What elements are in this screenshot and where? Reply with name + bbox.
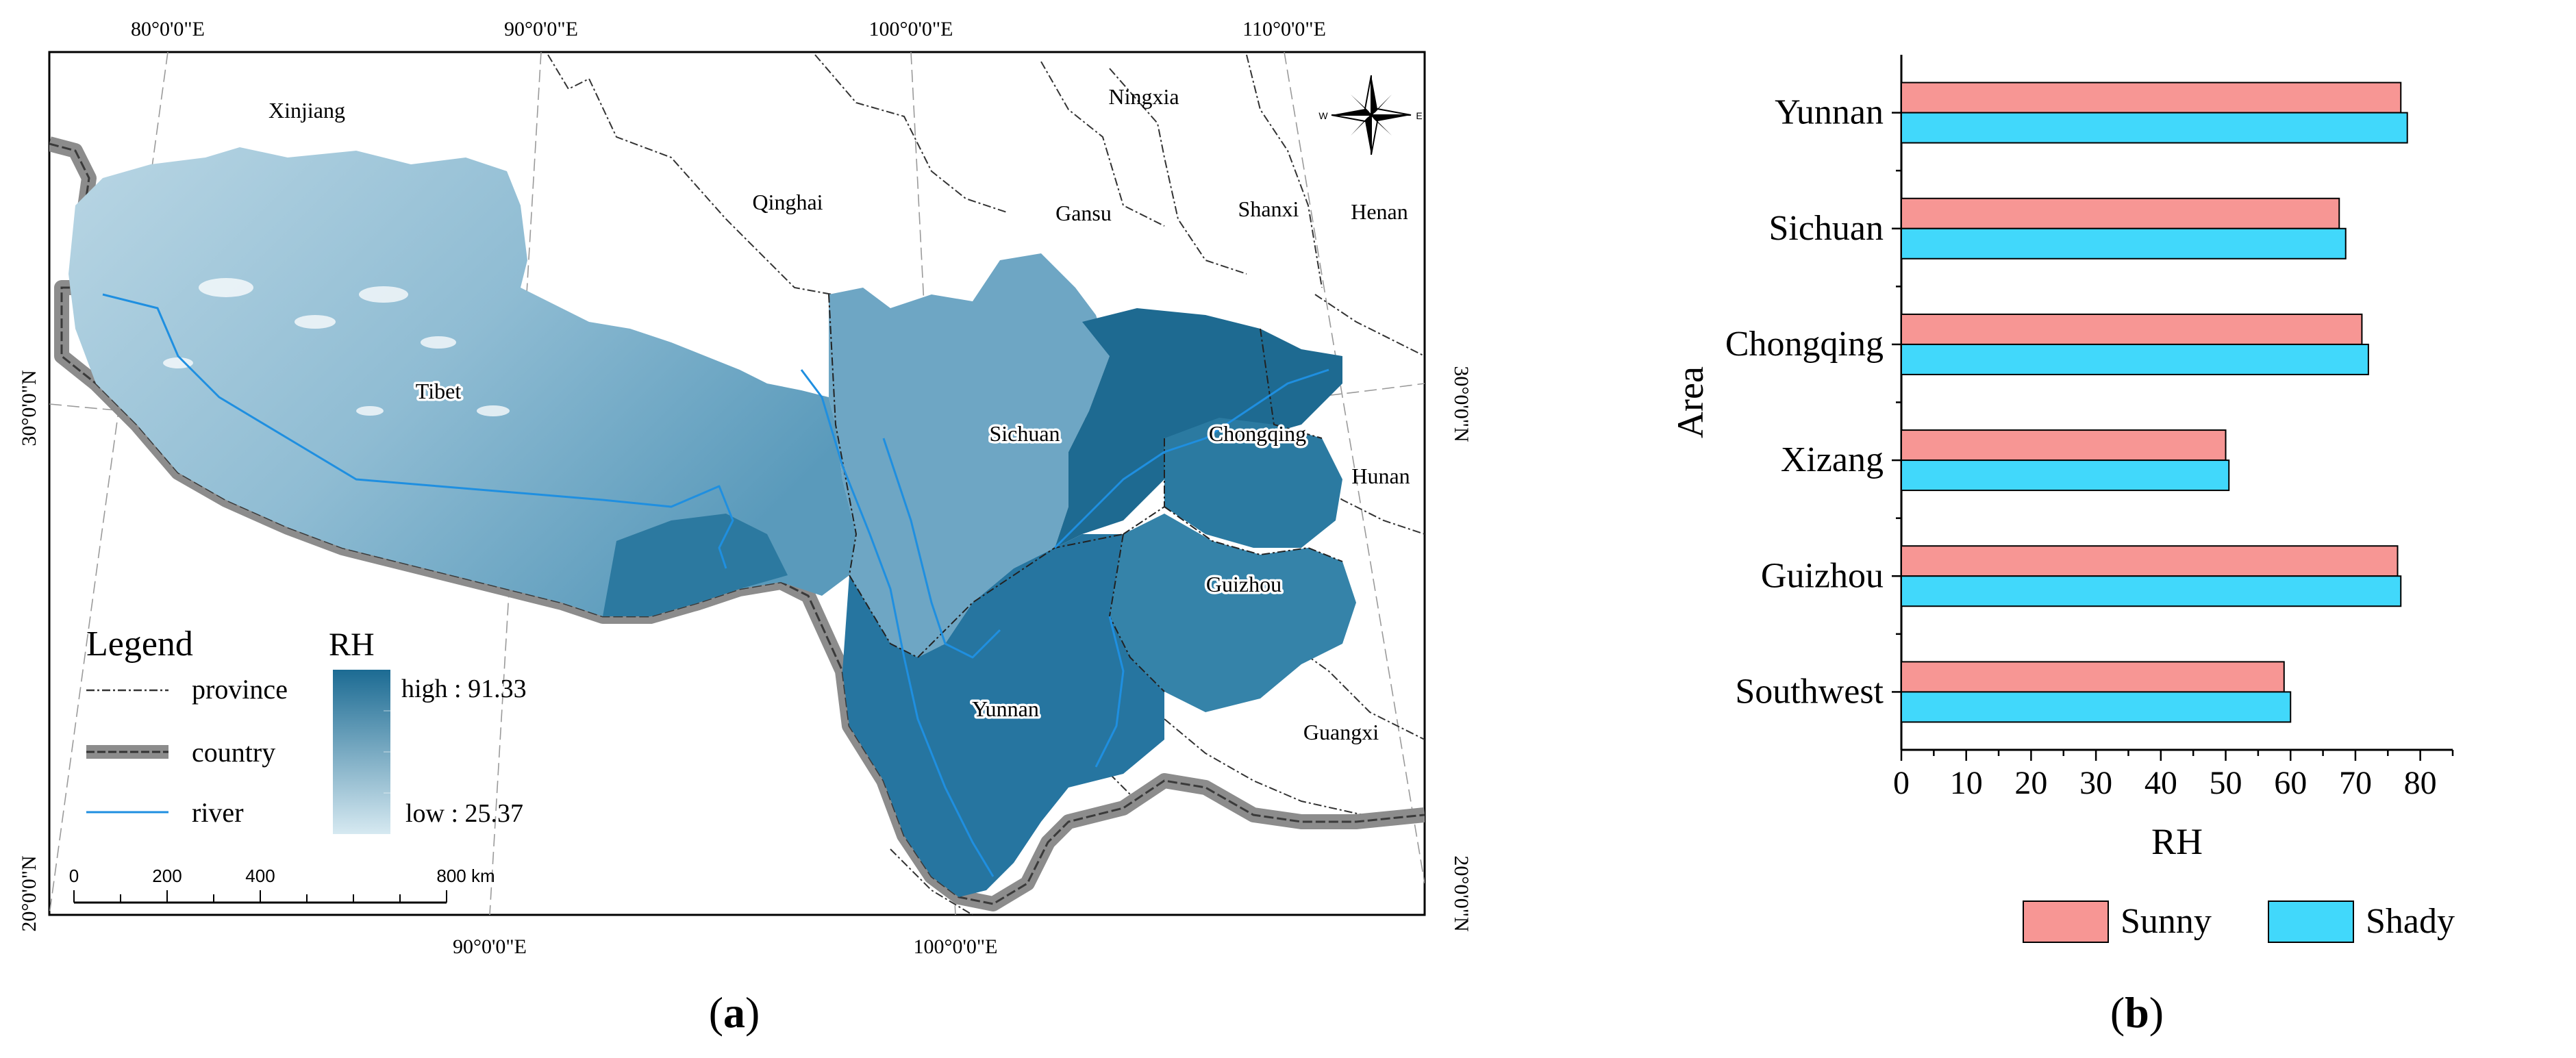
rh-legend-title: RH (329, 627, 375, 663)
label-xinjiang: Xinjiang (268, 98, 345, 123)
y-category-label: Sichuan (1768, 209, 1884, 248)
legend-swatch-shady (2268, 900, 2354, 943)
scale-bar: 0 200 400 800 km (69, 866, 495, 904)
chart-legend: Sunny Shady (2023, 900, 2455, 943)
x-tick-label: 40 (2144, 765, 2177, 801)
top-lon-2: 90°0'0"E (504, 18, 578, 40)
coordinate-labels: 80°0'0"E 90°0'0"E 100°0'0"E 110°0'0"E 90… (18, 18, 1473, 958)
legend-label-shady: Shady (2366, 902, 2455, 941)
rh-map: Xinjiang Qinghai Ningxia Gansu Shanxi He… (18, 18, 1473, 1037)
top-lon-3: 100°0'0"E (869, 18, 953, 40)
scale-800: 800 km (436, 866, 495, 886)
x-tick-label: 70 (2339, 765, 2372, 801)
x-tick-label: 10 (1950, 765, 1983, 801)
bar-sunny (1901, 661, 2285, 693)
bar-sunny (1901, 197, 2340, 229)
label-ningxia: Ningxia (1108, 84, 1179, 109)
label-yunnan: Yunnan (972, 696, 1039, 721)
bar-sunny (1901, 81, 2402, 114)
tibet-texture (163, 278, 510, 416)
in-region-labels: Tibet Sichuan Chongqing Guizhou Yunnan (413, 377, 1308, 724)
x-tick-label: 0 (1893, 765, 1910, 801)
bar-shady (1901, 575, 2402, 607)
label-henan: Henan (1351, 199, 1408, 224)
bar-shady (1901, 691, 2292, 723)
map-panel: Xinjiang Qinghai Ningxia Gansu Shanxi He… (18, 18, 1473, 1037)
compass-icon: W E (1318, 75, 1423, 155)
province-borders (547, 54, 1425, 915)
legend-title: Legend (86, 625, 193, 664)
y-category-label: Southwest (1735, 672, 1884, 711)
bar-shady (1901, 459, 2230, 492)
label-guizhou: Guizhou (1206, 572, 1281, 596)
guizhou-region (1110, 514, 1356, 712)
left-lat-2: 20°0'0"N (18, 855, 40, 931)
scale-400: 400 (245, 866, 275, 886)
scale-0: 0 (69, 866, 79, 886)
chongqing-region (1164, 418, 1342, 548)
bar-sunny (1901, 313, 2363, 345)
bottom-lon-2: 100°0'0"E (914, 935, 998, 958)
y-category-label: Yunnan (1775, 93, 1884, 132)
rivers (102, 293, 1329, 877)
legend-river: river (192, 797, 244, 828)
rh-bar-chart: 0 10 20 30 40 50 60 70 80 Yunnan Sichuan Chongqing X… (1670, 55, 2455, 1037)
plot-layer: 0 10 20 30 40 50 60 70 80 Yunnan Sichuan Chongqing X… (1725, 55, 2454, 801)
label-chongqing: Chongqing (1209, 421, 1306, 446)
label-guangxi: Guangxi (1303, 720, 1379, 744)
caption-b-letter: b (2125, 988, 2149, 1037)
rh-gradient-bar (333, 670, 390, 834)
x-axis-title: RH (2151, 821, 2203, 862)
caption-a: (a) (709, 988, 760, 1037)
label-gansu: Gansu (1055, 201, 1112, 225)
rh-legend-low: low : 25.37 (405, 799, 523, 828)
y-category-label: Guizhou (1761, 556, 1884, 595)
top-lon-1: 80°0'0"E (131, 18, 205, 40)
internal-borders (828, 294, 1343, 692)
chart-panel: 0 10 20 30 40 50 60 70 80 Yunnan Sichuan Chongqing X… (1493, 0, 2576, 1058)
bar-sunny (1901, 429, 2227, 462)
scale-200: 200 (152, 866, 182, 886)
y-category-label: Xizang (1781, 440, 1884, 479)
caption-b: (b) (2110, 988, 2164, 1037)
compass-west: W (1318, 110, 1328, 121)
right-lat-1: 30°0'0"N (1450, 366, 1473, 442)
bar-sunny (1901, 545, 2399, 577)
x-tick-label: 50 (2210, 765, 2242, 801)
top-lon-4: 110°0'0"E (1242, 18, 1326, 40)
x-tick-label: 20 (2014, 765, 2047, 801)
legend-swatch-sunny (2023, 900, 2109, 943)
yunnan-region (842, 534, 1164, 897)
map-legend: Legend province country river RH high : … (86, 625, 527, 834)
bar-shady (1901, 343, 2369, 375)
caption-a-letter: a (723, 988, 745, 1037)
x-tick-label: 30 (2079, 765, 2112, 801)
label-hunan: Hunan (1351, 464, 1410, 488)
x-tick-label: 60 (2274, 765, 2307, 801)
legend-country: country (192, 737, 275, 768)
left-lat-1: 30°0'0"N (18, 370, 40, 446)
bar-shady (1901, 112, 2408, 144)
region-labels: Xinjiang Qinghai Ningxia Gansu Shanxi He… (268, 84, 1410, 744)
label-shanxi: Shanxi (1238, 197, 1299, 221)
label-qinghai: Qinghai (752, 190, 823, 214)
rh-legend-high: high : 91.33 (401, 675, 527, 703)
sichuan-region (829, 253, 1110, 657)
legend-province: province (192, 674, 288, 705)
y-category-label: Chongqing (1725, 325, 1884, 364)
bar-shady (1901, 227, 2347, 260)
legend-label-sunny: Sunny (2121, 902, 2212, 941)
x-tick-label: 80 (2404, 765, 2437, 801)
y-axis-title: Area (1670, 366, 1711, 438)
right-lat-2: 20°0'0"N (1450, 855, 1473, 931)
label-sichuan: Sichuan (989, 421, 1060, 446)
se-tibet-shade (603, 514, 788, 616)
bottom-lon-1: 90°0'0"E (453, 935, 527, 958)
compass-east: E (1416, 110, 1422, 121)
label-tibet: Tibet (416, 379, 462, 403)
tibet-region (68, 147, 856, 616)
